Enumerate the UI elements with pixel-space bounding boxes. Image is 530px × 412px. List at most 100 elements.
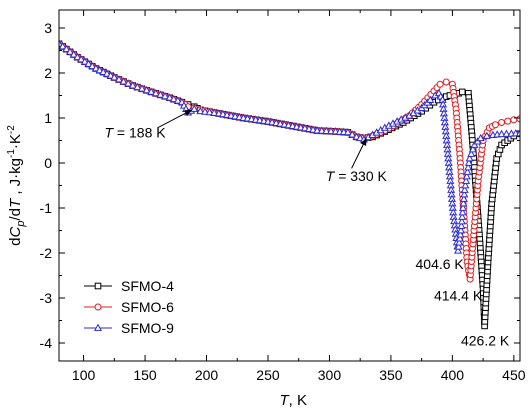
series-point [80, 57, 89, 65]
series-point [464, 158, 473, 166]
legend: SFMO-4 SFMO-6 SFMO-9 [84, 278, 174, 336]
series-point [133, 82, 142, 91]
series-line [59, 43, 520, 280]
axes: 100 150 200 250 300 350 400 450 3 2 1 0 -1 -2 -3 -4 [40, 9, 526, 383]
series-point [110, 73, 119, 81]
series-point [73, 52, 82, 61]
x-tick-label: 450 [502, 367, 526, 383]
legend-marker [94, 282, 102, 290]
series-point [313, 126, 322, 134]
annotations: T = 188 K T = 330 K 404.6 K 414.4 K 426.2 K [104, 109, 510, 348]
series-point [465, 154, 474, 162]
series-layer [59, 39, 520, 330]
series-point [173, 96, 182, 104]
series-point [460, 185, 469, 193]
series-point [88, 61, 97, 70]
series-point [99, 67, 108, 75]
x-tick-label: 150 [133, 367, 157, 383]
series-point [142, 85, 151, 94]
series-point [482, 131, 491, 139]
series-point [515, 128, 520, 137]
annotation-label: 404.6 K [416, 256, 465, 272]
series-point [460, 190, 469, 198]
series-point [457, 217, 466, 225]
series-point [137, 84, 147, 92]
series-point [504, 117, 512, 125]
series-point [326, 126, 336, 135]
series-point [190, 104, 199, 112]
series-point [454, 242, 463, 250]
series-point [62, 44, 71, 53]
x-tick-label: 250 [256, 367, 280, 383]
series-point [156, 90, 165, 98]
legend-item-sfmo-9: SFMO-9 [84, 320, 174, 336]
legend-label: SFMO-6 [121, 299, 174, 315]
series-point [317, 126, 326, 134]
y-tick-label: 3 [44, 20, 52, 36]
series-point [91, 64, 100, 72]
y-tick-label: -4 [40, 335, 53, 351]
series-point [464, 163, 473, 171]
x-tick-label: 100 [72, 367, 96, 383]
legend-marker [93, 323, 103, 331]
series-point [69, 50, 78, 58]
series-point [457, 221, 466, 229]
x-tick-label: 300 [318, 367, 342, 383]
series-point [151, 88, 160, 97]
series-point [59, 42, 67, 50]
legend-item-sfmo-6: SFMO-6 [84, 299, 174, 315]
series-point [458, 203, 468, 211]
series-point [322, 126, 331, 134]
series-point [426, 95, 435, 103]
legend-label: SFMO-4 [121, 278, 174, 294]
annotation-label: T = 188 K [104, 124, 166, 140]
legend-item-sfmo-4: SFMO-4 [84, 278, 174, 294]
series-point [456, 230, 465, 238]
annotation-arrow-head [184, 109, 192, 116]
series-point [95, 65, 104, 74]
y-tick-label: 0 [44, 155, 52, 171]
series-point [502, 129, 511, 137]
series-point [458, 88, 466, 96]
x-tick-label: 400 [441, 367, 465, 383]
series-point [59, 39, 64, 47]
series-point [84, 59, 93, 67]
series-point [461, 181, 470, 189]
series-point [516, 115, 520, 123]
series-point [455, 238, 464, 246]
series-point [124, 79, 133, 87]
series-point [128, 81, 137, 89]
series-point [200, 107, 210, 115]
series-point [455, 234, 464, 242]
series-point [343, 127, 352, 136]
y-tick-label: 2 [44, 65, 52, 81]
y-tick-label: -1 [40, 200, 53, 216]
series-sfmo-6 [59, 40, 520, 283]
y-tick-label: 1 [44, 110, 52, 126]
series-point [468, 145, 477, 153]
series-point [453, 246, 463, 254]
y-axis-label: dCp/dT , J·kg-1·K-2 [6, 125, 27, 246]
x-tick-label: 200 [195, 367, 219, 383]
series-point [463, 167, 472, 175]
series-point [77, 55, 86, 63]
series-point [165, 93, 174, 101]
series-point [102, 69, 111, 77]
series-point [119, 77, 128, 85]
y-tick-label: -3 [40, 290, 53, 306]
series-point [114, 75, 123, 83]
series-point [106, 71, 115, 79]
series-point [456, 226, 466, 234]
annotation-label: T = 330 K [326, 168, 388, 184]
annotation-label: 414.4 K [434, 287, 483, 303]
annotation-label: 426.2 K [461, 332, 510, 348]
legend-label: SFMO-9 [121, 320, 174, 336]
series-point [458, 212, 467, 220]
series-sfmo-9 [59, 39, 520, 254]
series-point [210, 108, 219, 116]
annotation-arrow-head [360, 138, 367, 146]
series-point [66, 47, 75, 55]
series-point [459, 199, 468, 207]
series-point [498, 119, 506, 126]
